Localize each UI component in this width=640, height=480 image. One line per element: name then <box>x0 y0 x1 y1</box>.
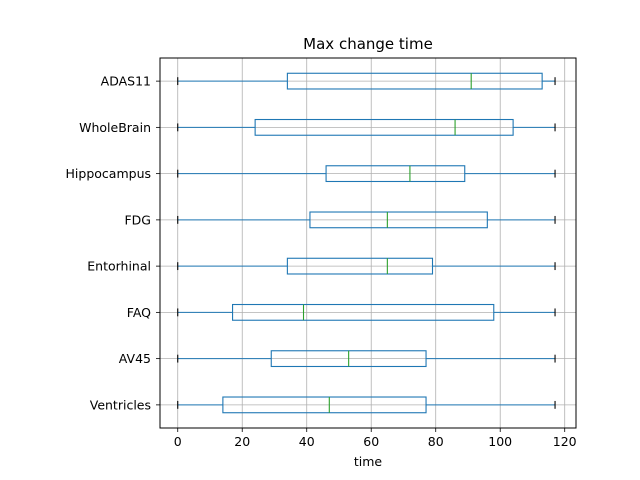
iqr-box <box>325 165 466 183</box>
y-tick-label: FAQ <box>127 305 151 320</box>
iqr-box <box>254 118 514 136</box>
x-tick-label: 120 <box>553 434 577 449</box>
x-tick-label: 40 <box>299 434 315 449</box>
iqr-box <box>286 257 434 275</box>
box-adas11 <box>177 72 556 90</box>
y-tick-label: AV45 <box>119 351 151 366</box>
x-tick-label: 100 <box>488 434 512 449</box>
box-hippocampus <box>177 165 556 183</box>
y-tick-label: Hippocampus <box>66 166 151 181</box>
box-wholebrain <box>177 118 556 136</box>
x-tick-label: 20 <box>234 434 250 449</box>
y-tick-label: FDG <box>124 212 151 227</box>
plot-frame <box>159 57 577 429</box>
x-axis-label: time <box>354 454 383 469</box>
box-fdg <box>177 211 556 229</box>
x-axis: 0 20 40 60 80 100 120 <box>174 428 577 449</box>
iqr-box <box>232 303 495 321</box>
box-av45 <box>177 350 556 368</box>
iqr-box <box>222 396 427 414</box>
box-faq <box>177 303 556 321</box>
grid-layer <box>160 58 576 428</box>
box-ventricles <box>177 396 556 414</box>
chart-title: Max change time <box>303 35 433 53</box>
y-tick-label: WholeBrain <box>79 120 151 135</box>
y-tick-label: Entorhinal <box>87 259 151 274</box>
box-entorhinal <box>177 257 556 275</box>
iqr-box <box>309 211 488 229</box>
x-tick-label: 60 <box>363 434 379 449</box>
y-axis: Ventricles AV45 FAQ Entorhinal FDG Hippocampu… <box>66 74 160 412</box>
y-tick-label: Ventricles <box>90 397 151 412</box>
box-layer <box>177 72 556 414</box>
x-tick-label: 0 <box>174 434 182 449</box>
iqr-box <box>286 72 543 90</box>
y-tick-label: ADAS11 <box>101 74 151 89</box>
x-tick-label: 80 <box>428 434 444 449</box>
